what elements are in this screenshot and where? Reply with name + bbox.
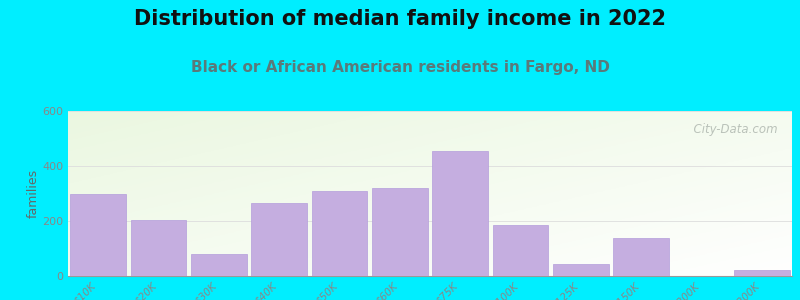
Bar [251,203,307,276]
Text: City-Data.com: City-Data.com [686,122,778,136]
Text: Distribution of median family income in 2022: Distribution of median family income in … [134,9,666,29]
Bar [614,238,669,276]
Bar [433,151,488,276]
Bar [70,194,126,276]
Bar [734,270,790,276]
Bar [553,264,609,276]
Bar [191,254,246,276]
Text: Black or African American residents in Fargo, ND: Black or African American residents in F… [190,60,610,75]
Bar [312,191,367,276]
Bar [493,225,548,276]
Y-axis label: families: families [26,169,39,218]
Bar [130,220,186,276]
Bar [372,188,427,276]
